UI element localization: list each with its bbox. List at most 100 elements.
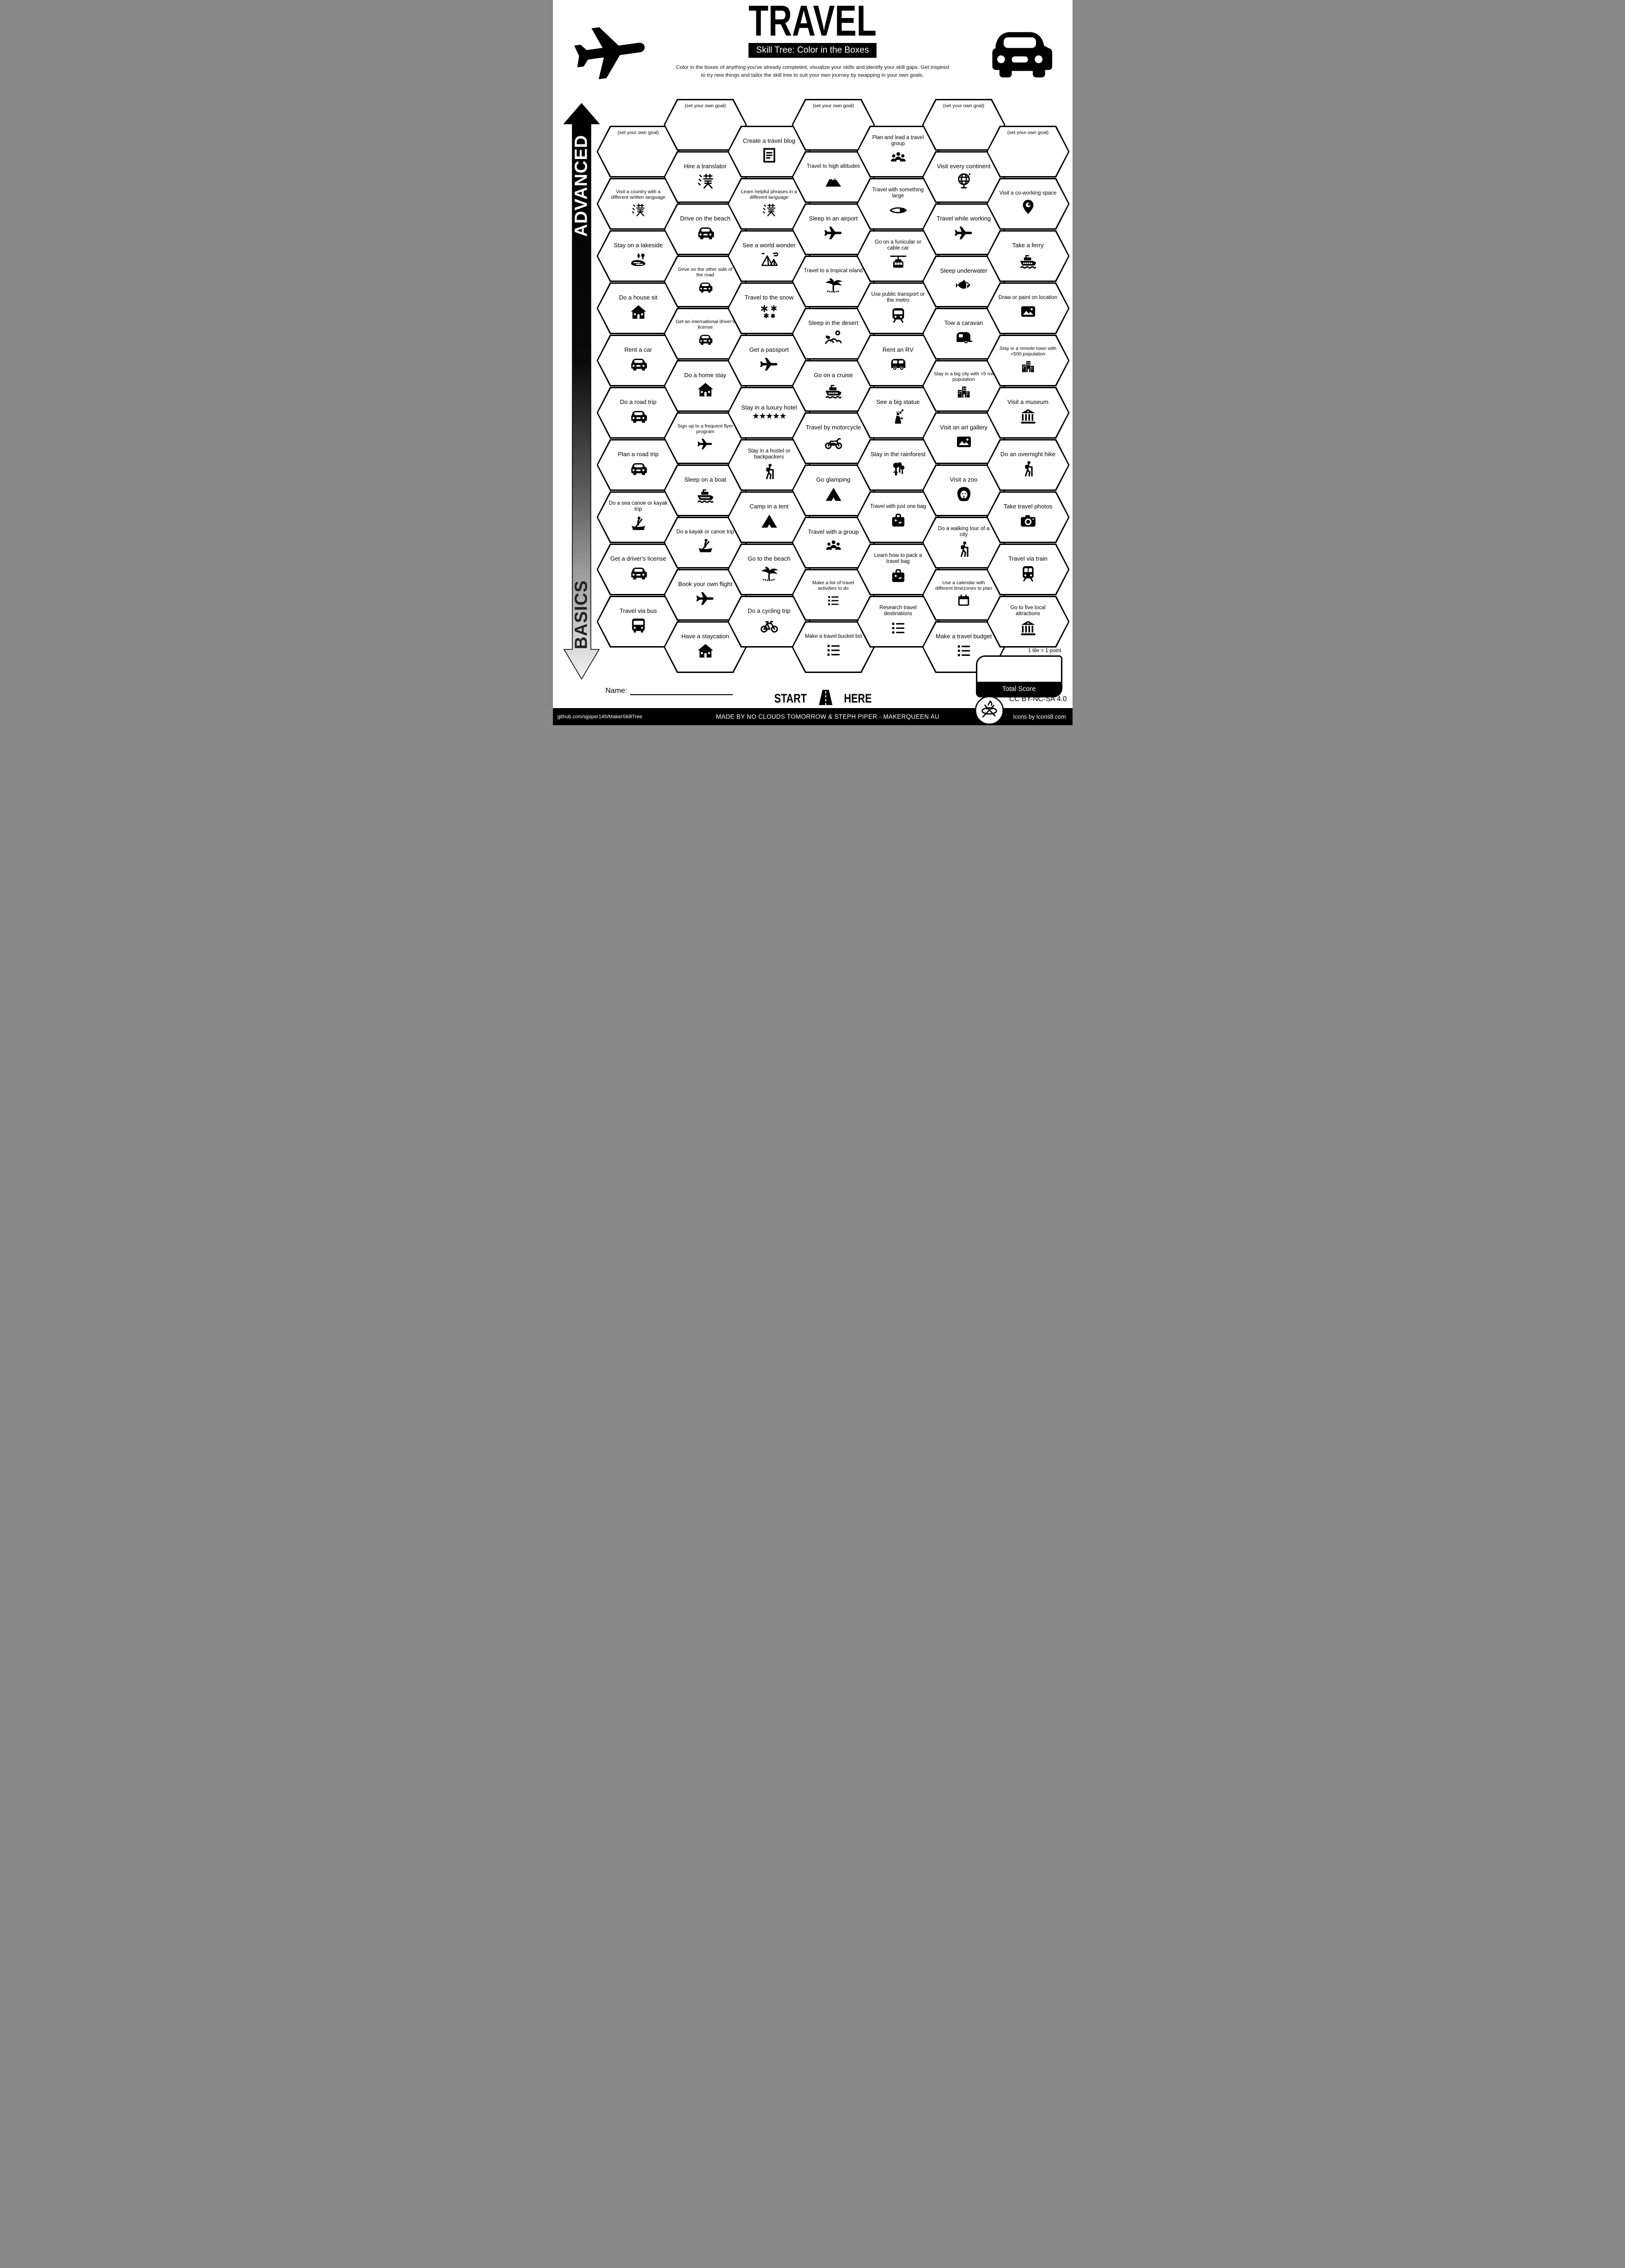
hex-label: Travel with something large	[872, 187, 924, 199]
car-icon	[628, 354, 649, 374]
hex-get-a-passport[interactable]: Get a passport	[727, 335, 811, 386]
car-icon	[697, 331, 714, 348]
hex-label: Travel via train	[1008, 555, 1048, 562]
hex-travel-via-bus[interactable]: Travel via bus	[596, 596, 680, 648]
bicycle-icon	[759, 615, 779, 636]
hex-stay-in-a-remote-town-with-500-population[interactable]: Stay in a remote town with <500 populati…	[986, 335, 1070, 386]
hex-take-a-ferry[interactable]: Take a ferry	[986, 230, 1070, 282]
car-icon	[695, 223, 716, 243]
hex-use-public-transport-or-the-metro[interactable]: Use public transport or the metro	[856, 282, 940, 334]
hex-set-your-own-goal-5[interactable]: (set your own goal)	[986, 126, 1070, 177]
rv-icon	[888, 354, 908, 374]
hex-label: Hire a translator	[684, 162, 727, 170]
hex-do-a-sea-canoe-or-kayak-trip[interactable]: Do a sea canoe or kayak trip	[596, 491, 680, 543]
canoe-icon	[628, 514, 649, 534]
hex-label: Get a driver's license	[610, 555, 666, 562]
hex-label: Do a cycling trip	[748, 607, 791, 614]
hex-travel-with-just-one-bag[interactable]: Travel with just one bag	[856, 491, 940, 543]
hex-get-a-driver-s-license[interactable]: Get a driver's license	[596, 544, 680, 595]
hex-visit-a-country-with-a-different-written-language[interactable]: Visit a country with a different written…	[596, 178, 680, 230]
hiker-icon	[759, 461, 779, 482]
hex-research-travel-destinations[interactable]: Research travel destinations	[856, 596, 940, 648]
hex-label: Go to the beach	[748, 555, 791, 562]
hex-go-on-a-funicular-or-cable-car[interactable]: Go on a funicular or cable car	[856, 230, 940, 282]
hex-label: Travel to the snow	[744, 293, 794, 301]
hex-learn-how-to-pack-a-travel-bag[interactable]: Learn how to pack a travel bag	[856, 544, 940, 595]
hex-travel-via-train[interactable]: Travel via train	[986, 544, 1070, 595]
hex-plan-and-lead-a-travel-group[interactable]: Plan and lead a travel group	[856, 126, 940, 177]
hex-visit-a-co-working-space[interactable]: Visit a co-working space	[986, 178, 1070, 230]
hex-travel-with-a-group[interactable]: Travel with a group	[791, 517, 875, 569]
camera-icon	[1018, 511, 1038, 531]
hex-take-travel-photos[interactable]: Take travel photos	[986, 491, 1070, 543]
hex-go-glamping[interactable]: Go glamping	[791, 465, 875, 516]
hex-travel-to-high-altitudes[interactable]: Travel to high altitudes	[791, 151, 875, 203]
hex-see-a-big-statue[interactable]: See a big statue	[856, 387, 940, 439]
house-icon	[628, 302, 649, 322]
hex-visit-a-museum[interactable]: Visit a museum	[986, 387, 1070, 439]
hex-label: See a world wonder	[742, 241, 796, 249]
ship-icon	[695, 484, 716, 504]
hex-label: Rent a car	[624, 346, 652, 353]
hex-do-a-kayak-or-canoe-trip[interactable]: Do a kayak or canoe trip	[663, 517, 747, 569]
total-score-input[interactable]	[977, 657, 1061, 682]
hex-travel-with-something-large[interactable]: Travel with something large	[856, 178, 940, 230]
hex-label: Make a list of travel activities to do	[812, 580, 854, 591]
kanji-icon	[695, 171, 716, 191]
hex-label: Go on a funicular or cable car	[874, 239, 921, 251]
hex-do-an-overnight-hike[interactable]: Do an overnight hike	[986, 439, 1070, 491]
hex-label: Do a home stay	[684, 371, 727, 379]
hex-label: Visit an art gallery	[939, 423, 988, 431]
hex-do-a-road-trip[interactable]: Do a road trip	[596, 387, 680, 439]
hex-label: Sleep in the desert	[808, 319, 858, 326]
travel-skill-tree-poster: TRAVEL Skill Tree: Color in the Boxes Co…	[552, 0, 1073, 725]
hex-label: Visit a co-working space	[999, 190, 1057, 196]
picture-icon	[1018, 301, 1038, 322]
hex-make-a-list-of-travel-activities-to-do[interactable]: Make a list of travel activities to do	[791, 569, 875, 621]
hex-draw-or-paint-on-location[interactable]: Draw or paint on location	[986, 282, 1070, 334]
hex-sleep-in-the-desert[interactable]: Sleep in the desert	[791, 308, 875, 360]
hex-label: Have a staycation	[681, 632, 730, 640]
hex-label: See a big statue	[876, 398, 920, 405]
hex-label: Go on a cruise	[814, 371, 853, 379]
hex-camp-in-a-tent[interactable]: Camp in a tent	[727, 491, 811, 543]
blog-icon	[759, 145, 779, 165]
hex-go-to-five-local-attractions[interactable]: Go to five local attractions	[986, 596, 1070, 648]
hex-label: Go to five local attractions	[1010, 605, 1046, 617]
fish-icon	[954, 275, 974, 295]
hex-label: Stay on a lakeside	[613, 241, 663, 249]
bag-icon	[888, 510, 908, 531]
hex-stay-in-a-big-city-with-5-mil-population[interactable]: Stay in a big city with >5 mil populatio…	[922, 360, 1006, 412]
mountains-icon	[823, 170, 844, 190]
hex-travel-by-motorcycle[interactable]: Travel by motorcycle	[791, 412, 875, 464]
hex-travel-to-a-tropical-island[interactable]: Travel to a tropical island	[791, 256, 875, 307]
hex-label: Travel with just one bag	[870, 503, 926, 509]
list-icon	[825, 592, 842, 609]
hiker-icon	[954, 539, 974, 559]
hex-label: Go glamping	[816, 476, 851, 483]
hex-see-a-world-wonder[interactable]: See a world wonder	[727, 230, 811, 282]
hex-stay-in-the-rainforest[interactable]: Stay in the rainforest	[856, 439, 940, 491]
hex-label: Plan and lead a travel group	[872, 135, 924, 147]
hex-label: Travel with a group	[808, 528, 859, 535]
hex-rent-an-rv[interactable]: Rent an RV	[856, 335, 940, 386]
hex-have-a-staycation[interactable]: Have a staycation	[663, 621, 747, 673]
hex-set-your-own-goal-3[interactable]: (set your own goal)	[791, 99, 875, 151]
hex-label: Do a sea canoe or kayak trip	[608, 501, 668, 512]
plane-icon	[697, 435, 714, 452]
picture-icon	[954, 432, 974, 452]
globe-icon	[954, 171, 974, 191]
hex-plan-a-road-trip[interactable]: Plan a road trip	[596, 439, 680, 491]
hex-set-your-own-goal[interactable]: (set your own goal)	[596, 126, 680, 177]
kanji-icon	[760, 201, 778, 218]
hex-rent-a-car[interactable]: Rent a car	[596, 335, 680, 386]
hex-do-a-house-sit[interactable]: Do a house sit	[596, 282, 680, 334]
hex-label: (set your own goal)	[943, 103, 985, 109]
hex-label: (set your own goal)	[617, 130, 659, 135]
tent-icon	[823, 484, 844, 504]
hex-do-a-cycling-trip[interactable]: Do a cycling trip	[727, 596, 811, 648]
description-line1: Color in the boxes of anything you've al…	[676, 65, 949, 70]
hex-stay-on-a-lakeside[interactable]: Stay on a lakeside	[596, 230, 680, 282]
name-field: Name:	[606, 687, 733, 695]
name-input-line[interactable]	[630, 687, 733, 695]
